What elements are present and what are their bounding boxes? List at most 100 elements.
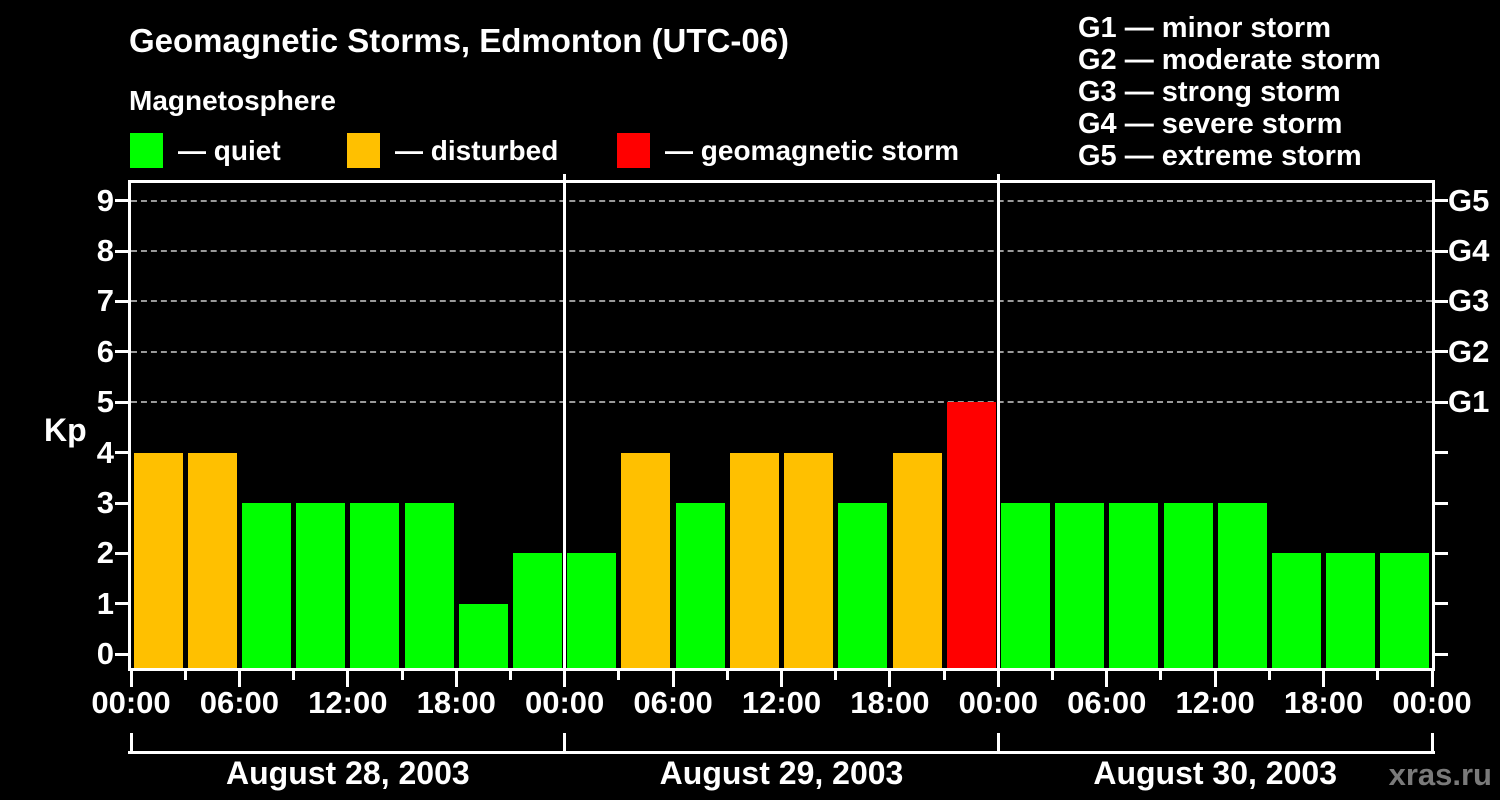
x-axis-tick — [671, 671, 675, 687]
y-tick-label: 4 — [96, 434, 114, 470]
y-axis-tick — [1435, 501, 1448, 505]
watermark: xras.ru — [1388, 757, 1492, 792]
kp-bar — [946, 402, 996, 668]
kp-bar — [621, 452, 671, 668]
day-bracket-nub — [129, 733, 133, 754]
kp-bar — [1271, 553, 1321, 668]
kp-bar — [1055, 503, 1105, 668]
hour-tick-label: 00:00 — [91, 685, 171, 720]
g-scale-line-g3: G3 — strong storm — [1078, 76, 1341, 108]
y-axis-tick — [1435, 551, 1448, 555]
y-axis-tick — [115, 199, 128, 203]
legend-label-storm: — geomagnetic storm — [665, 135, 960, 166]
kp-bar — [187, 452, 237, 668]
g-level-label: G4 — [1448, 233, 1490, 269]
y-tick-label: 3 — [96, 485, 114, 521]
y-tick-label: 8 — [96, 233, 114, 269]
y-axis-tick — [1435, 350, 1448, 354]
y-tick-label: 6 — [96, 333, 114, 369]
hour-tick-label: 00:00 — [958, 685, 1038, 720]
x-axis-tick — [400, 671, 404, 680]
kp-bar — [1326, 553, 1376, 668]
hour-tick-label: 12:00 — [308, 685, 388, 720]
date-label: August 28, 2003 — [226, 755, 470, 791]
y-tick-label: 0 — [96, 636, 114, 672]
kp-bar — [1163, 503, 1213, 668]
day-bracket-nub — [1430, 733, 1434, 754]
hour-tick-label: 18:00 — [850, 685, 930, 720]
day-bracket-nub — [996, 733, 1000, 754]
y-axis-tick — [115, 602, 128, 606]
g-scale-line-g5: G5 — extreme storm — [1078, 140, 1362, 172]
y-axis-tick — [1435, 249, 1448, 253]
kp-bar — [1109, 503, 1159, 668]
hour-tick-label: 06:00 — [199, 685, 280, 720]
x-axis-tick — [780, 671, 783, 687]
plot-area — [115, 174, 1448, 687]
kp-gridline — [131, 250, 1432, 253]
y-tick-label: 5 — [96, 384, 114, 420]
hour-tick-label: 18:00 — [416, 685, 496, 720]
kp-bar — [729, 452, 779, 668]
y-axis-tick — [115, 551, 128, 555]
x-axis-tick — [996, 671, 1000, 687]
legend-label-disturbed: — disturbed — [395, 135, 559, 166]
y-tick-label: 1 — [96, 585, 114, 621]
y-axis-tick — [1435, 602, 1448, 606]
x-axis-tick — [1105, 671, 1109, 687]
g-level-label: G3 — [1448, 283, 1490, 319]
y-axis-tick — [115, 249, 128, 253]
kp-bar — [404, 503, 454, 668]
kp-bar — [458, 603, 508, 668]
x-axis-tick — [1159, 671, 1163, 680]
x-axis-tick — [508, 671, 512, 680]
kp-bar — [133, 452, 183, 668]
y-axis-tick — [1435, 299, 1448, 303]
date-label: August 29, 2003 — [659, 755, 904, 791]
x-axis-tick — [1322, 671, 1326, 687]
x-axis-tick — [617, 671, 621, 680]
hour-tick-label: 06:00 — [1067, 685, 1147, 720]
g-scale-line-g1: G1 — minor storm — [1078, 12, 1331, 44]
legend-label-quiet: — quiet — [178, 135, 281, 166]
x-axis-tick — [888, 671, 892, 687]
kp-gridline — [131, 300, 1432, 303]
hour-tick-label: 00:00 — [1392, 685, 1472, 720]
kp-gridline — [131, 401, 1432, 404]
x-axis-tick — [237, 671, 241, 687]
hour-tick-label: 06:00 — [633, 685, 713, 720]
kp-bar — [1000, 503, 1050, 668]
kp-bar — [350, 503, 400, 668]
y-tick-label: 9 — [96, 182, 114, 218]
chart-title: Geomagnetic Storms, Edmonton (UTC-06) — [129, 22, 790, 59]
x-axis-tick — [1267, 671, 1271, 680]
x-axis-tick — [1051, 671, 1055, 680]
kp-bar — [784, 452, 834, 668]
hour-tick-label: 12:00 — [741, 685, 822, 720]
kp-gridline — [131, 350, 1432, 353]
y-axis-tick — [115, 400, 128, 404]
y-axis-tick — [1435, 400, 1448, 404]
x-axis-tick — [346, 671, 350, 687]
y-axis-tick — [115, 350, 128, 354]
day-divider — [996, 174, 1000, 668]
hour-tick-label: 18:00 — [1283, 685, 1364, 720]
x-axis-tick — [942, 671, 946, 680]
y-tick-label: 7 — [96, 283, 114, 319]
x-axis-tick — [725, 671, 729, 680]
g-scale-line-g2: G2 — moderate storm — [1078, 44, 1381, 76]
y-axis-title: Kp — [44, 412, 87, 448]
y-axis-tick — [1435, 451, 1448, 455]
g-scale-legend: G1 — minor storm G2 — moderate storm G3 … — [1078, 12, 1381, 172]
x-axis-tick — [1376, 671, 1380, 680]
y-axis-tick — [115, 652, 128, 656]
kp-bar — [675, 503, 725, 668]
kp-bar — [892, 452, 942, 668]
x-axis-tick — [1430, 671, 1434, 687]
kp-bar — [567, 553, 617, 668]
y-axis-tick — [115, 451, 128, 455]
y-axis-tick — [115, 501, 128, 505]
kp-bar — [1217, 503, 1267, 668]
kp-bar — [1380, 553, 1430, 668]
